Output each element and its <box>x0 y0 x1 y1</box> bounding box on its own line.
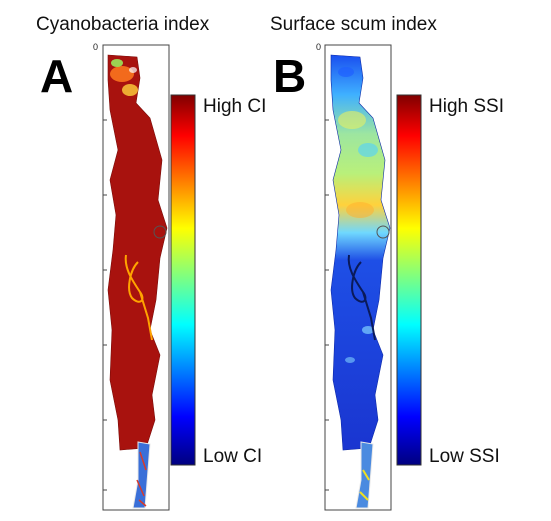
panel-b-scum-patches <box>338 67 378 363</box>
panel-b-stream-tail <box>355 441 374 509</box>
panel-b-location-circle <box>376 225 390 239</box>
panel-a-stream-tail <box>132 441 151 509</box>
panel-a-colorbar <box>170 94 196 466</box>
panel-a-stream-streaks <box>136 451 147 507</box>
panel-b: Surface scum index B 0 <box>270 14 504 511</box>
panel-b-stream-streaks <box>359 469 370 501</box>
panel-b-colorbar-high-label: High SSI <box>429 96 504 117</box>
panel-b-title: Surface scum index <box>270 14 437 35</box>
panel-a: Cyanobacteria index A 0 <box>36 14 266 511</box>
panel-b-river-trace <box>347 254 376 341</box>
panel-a-colorbar-high-label: High CI <box>203 96 266 117</box>
panel-b-frame-ticks <box>325 119 329 491</box>
panel-b-colorbar-low-label: Low SSI <box>429 446 500 467</box>
panel-b-letter: B <box>273 50 306 102</box>
panel-a-frame-ticks <box>103 119 107 491</box>
panel-a-axis-start: 0 <box>93 42 98 52</box>
panel-a-river-trace <box>124 254 153 341</box>
panel-a-bloom-patches <box>110 59 138 96</box>
panel-a-lake-map <box>107 54 168 451</box>
panel-a-letter: A <box>40 50 73 102</box>
panel-b-colorbar <box>396 94 422 466</box>
panel-b-axis-start: 0 <box>316 42 321 52</box>
panel-a-title: Cyanobacteria index <box>36 14 210 35</box>
panel-a-colorbar-low-label: Low CI <box>203 446 262 467</box>
panel-a-location-circle <box>153 225 167 239</box>
